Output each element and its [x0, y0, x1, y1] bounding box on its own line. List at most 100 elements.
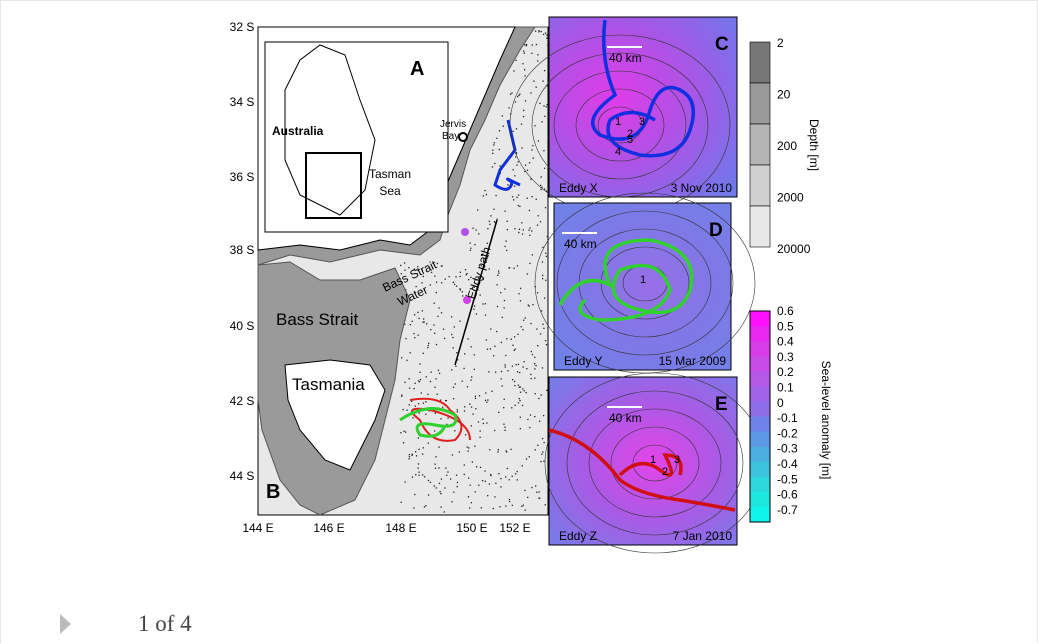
- sounding-dot: [532, 303, 534, 306]
- sounding-dot: [438, 467, 440, 469]
- sounding-dot: [423, 321, 425, 323]
- sounding-dot: [505, 354, 507, 357]
- inset-label: Tasman: [369, 167, 411, 181]
- sounding-dot: [513, 185, 516, 187]
- sounding-dot: [405, 337, 407, 340]
- sounding-dot: [531, 254, 533, 256]
- sounding-dot: [522, 328, 524, 331]
- sounding-dot: [438, 446, 440, 448]
- sounding-dot: [480, 265, 482, 267]
- sounding-dot: [435, 456, 437, 458]
- sounding-dot: [418, 471, 420, 473]
- sounding-dot: [480, 254, 483, 256]
- sounding-dot: [425, 505, 427, 507]
- scale-label: 40 km: [564, 237, 597, 251]
- sounding-dot: [414, 451, 417, 453]
- sla-tick: -0.7: [777, 503, 798, 517]
- sounding-dot: [501, 115, 504, 117]
- sounding-dot: [486, 401, 488, 403]
- depth-band: [749, 41, 771, 84]
- sounding-dot: [547, 136, 550, 138]
- sounding-dot: [519, 386, 522, 388]
- sounding-dot: [453, 283, 456, 285]
- contour: [597, 106, 643, 144]
- sounding-dot: [544, 115, 546, 117]
- sounding-dot: [545, 190, 548, 192]
- sounding-dot: [540, 460, 542, 463]
- sounding-dot: [456, 485, 458, 488]
- sounding-dot: [400, 501, 402, 503]
- sounding-dot: [534, 362, 536, 365]
- sounding-dot: [529, 426, 531, 429]
- lon-label: 152 E: [499, 521, 530, 535]
- sla-tick: -0.2: [777, 426, 798, 440]
- sounding-dot: [494, 371, 497, 373]
- sounding-dot: [464, 406, 466, 408]
- sounding-dot: [423, 476, 426, 478]
- sounding-dot: [504, 245, 506, 248]
- sounding-dot: [528, 162, 531, 164]
- sounding-dot: [452, 281, 454, 284]
- sounding-dot: [506, 338, 508, 340]
- sounding-dot: [522, 366, 524, 368]
- sla-tick: 0.1: [777, 381, 794, 395]
- sounding-dot: [496, 305, 499, 308]
- sounding-dot: [417, 380, 420, 382]
- sla-tick: -0.1: [777, 411, 798, 425]
- sounding-dot: [434, 386, 436, 388]
- sounding-dot: [520, 326, 522, 328]
- sounding-dot: [530, 377, 532, 380]
- sounding-dot: [486, 348, 489, 350]
- sounding-dot: [536, 328, 538, 330]
- contour: [632, 444, 678, 482]
- sounding-dot: [490, 215, 492, 217]
- sounding-dot: [541, 261, 544, 263]
- sounding-dot: [498, 272, 500, 274]
- sounding-dot: [453, 326, 455, 328]
- sounding-dot: [528, 456, 530, 458]
- sounding-dot: [512, 130, 514, 132]
- sounding-dot: [422, 352, 424, 354]
- sounding-dot: [411, 320, 413, 322]
- sounding-dot: [482, 418, 484, 420]
- sounding-dot: [504, 366, 506, 368]
- sla-tick: 0.2: [777, 365, 794, 379]
- sounding-dot: [438, 482, 441, 485]
- sla-tick: -0.6: [777, 488, 798, 502]
- sounding-dot: [440, 312, 443, 314]
- sounding-dot: [500, 292, 502, 294]
- expand-toggle[interactable]: [60, 614, 71, 634]
- sounding-dot: [523, 361, 525, 363]
- sounding-dot: [519, 93, 521, 95]
- sounding-dot: [419, 363, 421, 365]
- lat-label: 36 S: [230, 170, 255, 184]
- sounding-dot: [452, 398, 455, 400]
- sounding-dot: [434, 463, 436, 465]
- sla-band: [750, 356, 770, 372]
- sounding-dot: [510, 448, 512, 451]
- sounding-dot: [537, 60, 539, 62]
- sounding-dot: [532, 145, 534, 147]
- sounding-dot: [485, 339, 488, 341]
- sla-axis-label: Sea-level anomaly [m]: [819, 361, 833, 480]
- contour: [575, 88, 665, 162]
- sounding-dot: [421, 310, 424, 312]
- sounding-dot: [504, 429, 506, 431]
- sounding-dot: [477, 421, 480, 423]
- sounding-dot: [464, 353, 466, 355]
- sounding-dot: [545, 279, 547, 281]
- sounding-dot: [544, 504, 546, 506]
- sounding-dot: [444, 487, 446, 489]
- sounding-dot: [543, 460, 545, 462]
- sounding-dot: [473, 305, 476, 307]
- sounding-dot: [417, 266, 419, 268]
- sounding-dot: [540, 30, 542, 33]
- sounding-dot: [505, 450, 507, 452]
- date-label: 7 Jan 2010: [673, 529, 733, 543]
- pager: 1 of 4: [138, 611, 192, 636]
- sla-tick: 0: [777, 396, 784, 410]
- sounding-dot: [511, 365, 514, 367]
- sounding-dot: [490, 474, 492, 477]
- sounding-dot: [525, 45, 528, 47]
- sounding-dot: [522, 229, 525, 231]
